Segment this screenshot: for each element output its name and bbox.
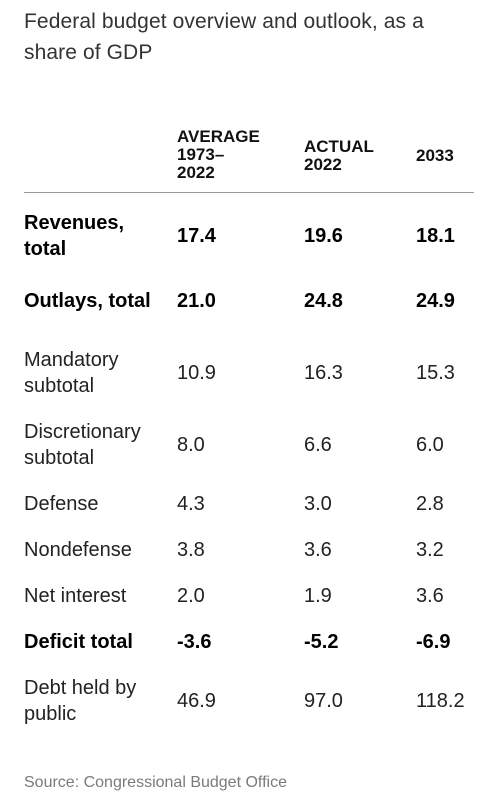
cell-actual: 1.9 bbox=[304, 584, 332, 607]
cell-actual: 16.3 bbox=[304, 361, 343, 384]
table-row: Defense 4.3 3.0 2.8 bbox=[24, 481, 474, 527]
row-label: Net interest bbox=[24, 584, 127, 607]
cell-2033: 3.6 bbox=[416, 584, 444, 607]
table-row: Mandatory subtotal 10.9 16.3 15.3 bbox=[24, 337, 474, 409]
cell-average: 17.4 bbox=[177, 224, 216, 247]
header-actual-text: ACTUAL 2022 bbox=[304, 137, 374, 174]
cell-actual: 3.0 bbox=[304, 492, 332, 515]
cell-actual: 3.6 bbox=[304, 538, 332, 561]
row-label: Revenues, total bbox=[24, 211, 125, 260]
cell-average: 2.0 bbox=[177, 584, 205, 607]
row-label: Defense bbox=[24, 492, 99, 515]
cell-average: 21.0 bbox=[177, 289, 216, 312]
source-note: Source: Congressional Budget Office bbox=[24, 774, 287, 791]
cell-2033: 6.0 bbox=[416, 433, 444, 456]
cell-actual: 19.6 bbox=[304, 224, 343, 247]
cell-actual: -5.2 bbox=[304, 630, 339, 653]
header-average-text: AVERAGE 1973– 2022 bbox=[177, 127, 260, 182]
cell-2033: 2.8 bbox=[416, 492, 444, 515]
table-row: Outlays, total 21.0 24.8 24.9 bbox=[24, 265, 474, 337]
table-row: Net interest 2.0 1.9 3.6 bbox=[24, 573, 474, 619]
cell-2033: 15.3 bbox=[416, 361, 455, 384]
cell-average: 46.9 bbox=[177, 689, 216, 712]
table-row: Nondefense 3.8 3.6 3.2 bbox=[24, 527, 474, 573]
cell-actual: 97.0 bbox=[304, 689, 343, 712]
cell-average: 10.9 bbox=[177, 361, 216, 384]
table-row: Debt held by public 46.9 97.0 118.2 bbox=[24, 665, 474, 737]
cell-2033: -6.9 bbox=[416, 630, 451, 653]
cell-2033: 18.1 bbox=[416, 224, 455, 247]
table-header-row: AVERAGE 1973– 2022 ACTUAL 2022 2033 bbox=[24, 128, 474, 193]
cell-2033: 118.2 bbox=[416, 689, 465, 712]
cell-2033: 3.2 bbox=[416, 538, 444, 561]
row-label: Debt held by public bbox=[24, 676, 137, 725]
budget-table: AVERAGE 1973– 2022 ACTUAL 2022 2033 Reve… bbox=[24, 128, 474, 737]
row-label: Nondefense bbox=[24, 538, 132, 561]
cell-actual: 24.8 bbox=[304, 289, 343, 312]
cell-actual: 6.6 bbox=[304, 433, 332, 456]
cell-average: 3.8 bbox=[177, 538, 205, 561]
row-label: Mandatory subtotal bbox=[24, 348, 119, 397]
row-label: Discretionary subtotal bbox=[24, 420, 141, 469]
header-2033: 2033 bbox=[416, 128, 474, 193]
header-average: AVERAGE 1973– 2022 bbox=[177, 128, 304, 193]
cell-average: -3.6 bbox=[177, 630, 212, 653]
header-actual: ACTUAL 2022 bbox=[304, 128, 416, 193]
cell-average: 4.3 bbox=[177, 492, 205, 515]
table-row: Discretionary subtotal 8.0 6.6 6.0 bbox=[24, 409, 474, 481]
chart-title: Federal budget overview and outlook, as … bbox=[24, 10, 424, 64]
header-2033-text: 2033 bbox=[416, 146, 454, 165]
row-label: Outlays, total bbox=[24, 289, 151, 312]
header-label-column bbox=[24, 128, 177, 193]
table-row: Revenues, total 17.4 19.6 18.1 bbox=[24, 193, 474, 265]
cell-average: 8.0 bbox=[177, 433, 205, 456]
table-row: Deficit total -3.6 -5.2 -6.9 bbox=[24, 619, 474, 665]
row-label: Deficit total bbox=[24, 630, 133, 653]
cell-2033: 24.9 bbox=[416, 289, 455, 312]
